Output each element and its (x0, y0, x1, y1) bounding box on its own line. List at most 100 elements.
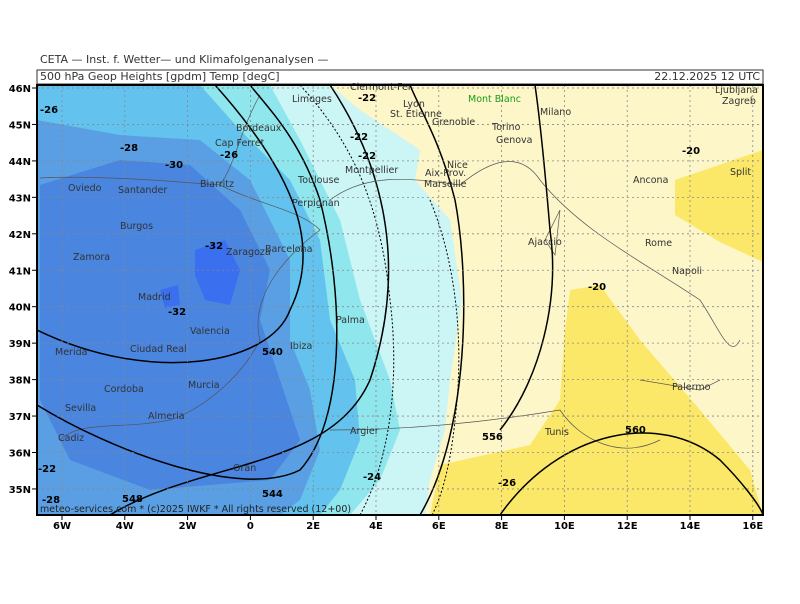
city: Genova (496, 135, 532, 146)
x-axis-label: 4W (116, 521, 134, 532)
city: Montpellier (345, 165, 398, 176)
height-contour (499, 85, 554, 431)
city: Valencia (190, 326, 230, 337)
x-axis-label: 10E (554, 521, 575, 532)
temp-contour (429, 199, 460, 515)
city: Marseille (424, 179, 467, 190)
city: Santander (118, 185, 167, 196)
map-area (37, 85, 763, 515)
city: Cordoba (104, 384, 144, 395)
city: Mont Blanc (468, 94, 521, 105)
coastline (39, 94, 741, 449)
city: Ibiza (290, 341, 312, 352)
city: Toulouse (297, 175, 339, 186)
y-axis-label: 42N (9, 230, 31, 241)
y-axis-label: 46N (9, 84, 31, 95)
height-contour (37, 85, 338, 480)
city: Cadiz (58, 433, 84, 444)
contour-label: -22 (350, 132, 368, 143)
city: Perpignan (292, 198, 340, 209)
city: St. Etienne (390, 109, 442, 120)
x-axis-label: 14E (680, 521, 701, 532)
city: Clermont-Fer (350, 82, 412, 93)
contour-label: 548 (122, 494, 143, 505)
contour-label: -24 (363, 472, 381, 483)
height-contour (499, 432, 763, 515)
contour-label: -22 (38, 464, 56, 475)
y-axis-label: 41N (9, 266, 31, 277)
contour-label: -32 (205, 241, 223, 252)
city: Napoli (672, 266, 702, 277)
header-source: CETA — Inst. f. Wetter— und Klimafolgena… (40, 53, 328, 66)
x-axis-label: 12E (617, 521, 638, 532)
contour-label: 560 (625, 425, 646, 436)
city: Almeria (148, 411, 185, 422)
city-labels: Limoges Clermont-Fer Lyon Mont Blanc Mil… (55, 82, 758, 474)
contour-label: -26 (40, 105, 58, 116)
city: Sevilla (65, 403, 96, 414)
y-axis-label: 43N (9, 193, 31, 204)
city: Murcia (188, 380, 220, 391)
y-axis-label: 45N (9, 120, 31, 131)
city: Zamora (73, 252, 110, 263)
city: Oran (233, 463, 256, 474)
band-yellow (430, 285, 763, 515)
contour-label: 540 (262, 347, 283, 358)
band-darkest (160, 285, 180, 308)
x-axis-label: 16E (742, 521, 763, 532)
city: Split (730, 167, 751, 178)
y-axis-label: 44N (9, 157, 31, 168)
city: Tunis (544, 427, 569, 438)
contour-label: -20 (682, 146, 700, 157)
band-darkest (195, 240, 240, 305)
city: Madrid (138, 292, 171, 303)
height-contour (109, 85, 390, 515)
temp-contour (299, 85, 395, 515)
contour-label: -26 (498, 478, 516, 489)
contour-label: -28 (42, 495, 60, 506)
city: Rome (645, 238, 672, 249)
city: Palma (336, 315, 365, 326)
contour-label: 544 (262, 489, 283, 500)
city: Torino (491, 122, 521, 133)
city: Burgos (120, 221, 153, 232)
city: Grenoble (432, 117, 475, 128)
contour-label: -28 (120, 143, 138, 154)
x-axis-label: 4E (369, 521, 383, 532)
y-axis-label: 36N (9, 449, 31, 460)
graticule (32, 85, 763, 520)
city: Aix-Prov. (425, 168, 466, 179)
city: Ciudad Real (130, 344, 187, 355)
city: Bordeaux (236, 123, 282, 134)
map-frame (36, 84, 764, 516)
x-axis-label: 0 (247, 521, 254, 532)
y-axis-label: 35N (9, 485, 31, 496)
city: Biarritz (200, 179, 234, 190)
x-axis-label: 6E (432, 521, 446, 532)
y-axis-label: 40N (9, 303, 31, 314)
contour-label: -22 (358, 93, 376, 104)
contour-label: -26 (220, 150, 238, 161)
city: Zaragoza (226, 247, 271, 258)
city: Oviedo (68, 183, 102, 194)
y-axis-label: 38N (9, 376, 31, 387)
contour-label: -32 (168, 307, 186, 318)
city: Merida (55, 347, 87, 358)
city: Milano (540, 107, 571, 118)
city: Barcelona (265, 244, 312, 255)
city: Ljubljana (715, 85, 758, 96)
x-axis-label: 8E (495, 521, 509, 532)
city: Cap Ferret (215, 138, 265, 149)
band-yellow (675, 150, 763, 262)
city: Argier (350, 426, 379, 437)
height-contour (409, 85, 465, 515)
contour-label: -22 (358, 151, 376, 162)
footer-credit: meteo-services.com * (c)2025 IWKF * All … (40, 504, 351, 515)
city: Limoges (292, 94, 332, 105)
y-axis-label: 39N (9, 339, 31, 350)
y-axis-label: 37N (9, 412, 31, 423)
city: Lyon (403, 99, 425, 110)
city: Nice (447, 160, 468, 171)
